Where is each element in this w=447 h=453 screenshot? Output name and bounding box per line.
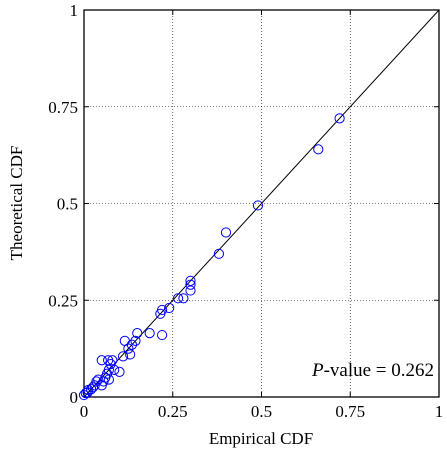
y-tick-label-2: 0.5 [57, 195, 78, 214]
data-point-0-34 [178, 293, 189, 304]
data-point-0-32 [164, 302, 175, 314]
y-tick-label-0: 0 [70, 388, 79, 407]
data-point-0-23 [123, 343, 134, 354]
x-tick-label-2: 0.5 [251, 402, 272, 421]
y-tick-label-4: 1 [70, 1, 79, 20]
data-point-0-26 [130, 335, 141, 346]
data-point-0-4 [86, 384, 97, 395]
ticks [83, 9, 440, 398]
data-point-0-20 [114, 366, 125, 377]
data-point-0-40 [252, 200, 264, 211]
data-point-0-17 [103, 355, 114, 366]
data-point-0-38 [213, 248, 224, 259]
data-point-0-28 [144, 328, 155, 339]
data-point-0-36 [185, 279, 196, 290]
data-point-0-11 [96, 355, 107, 366]
p-value-symbol: P [311, 360, 324, 381]
data-point-0-21 [117, 351, 129, 362]
data-point-0-31 [157, 304, 168, 316]
data-point-0-37 [185, 275, 196, 286]
p-value-text: -value = 0.262 [324, 360, 434, 381]
y-tick-label-3: 0.75 [48, 98, 78, 117]
data-points [78, 113, 345, 401]
data-point-0-7 [91, 376, 102, 387]
x-axis-label: Empirical CDF [209, 429, 313, 448]
reference-line-group [83, 9, 440, 398]
data-point-0-33 [172, 293, 184, 304]
reference-line [83, 9, 440, 398]
data-point-0-25 [126, 339, 138, 350]
data-point-0-18 [107, 355, 118, 366]
data-point-0-19 [109, 364, 120, 376]
x-tick-label-3: 0.75 [335, 402, 365, 421]
x-tick-label-4: 1 [435, 402, 444, 421]
data-point-0-8 [93, 374, 104, 385]
p-value-annotation: P-value = 0.262 [311, 360, 434, 381]
x-tick-label-1: 0.25 [158, 402, 188, 421]
data-point-0-24 [125, 349, 136, 360]
data-point-0-39 [220, 227, 232, 238]
data-point-0-41 [313, 144, 324, 155]
y-tick-label-1: 0.25 [48, 291, 78, 310]
y-axis-label: Theoretical CDF [7, 146, 26, 261]
data-point-0-27 [132, 328, 143, 339]
data-point-0-15 [103, 374, 114, 385]
tick-labels: 0 0.25 0.5 0.75 1 0 0.25 0.5 0.75 1 [48, 1, 443, 421]
x-tick-label-0: 0 [80, 402, 89, 421]
data-point-0-29 [157, 329, 168, 341]
data-point-0-1 [80, 388, 91, 399]
data-point-0-42 [334, 113, 345, 124]
